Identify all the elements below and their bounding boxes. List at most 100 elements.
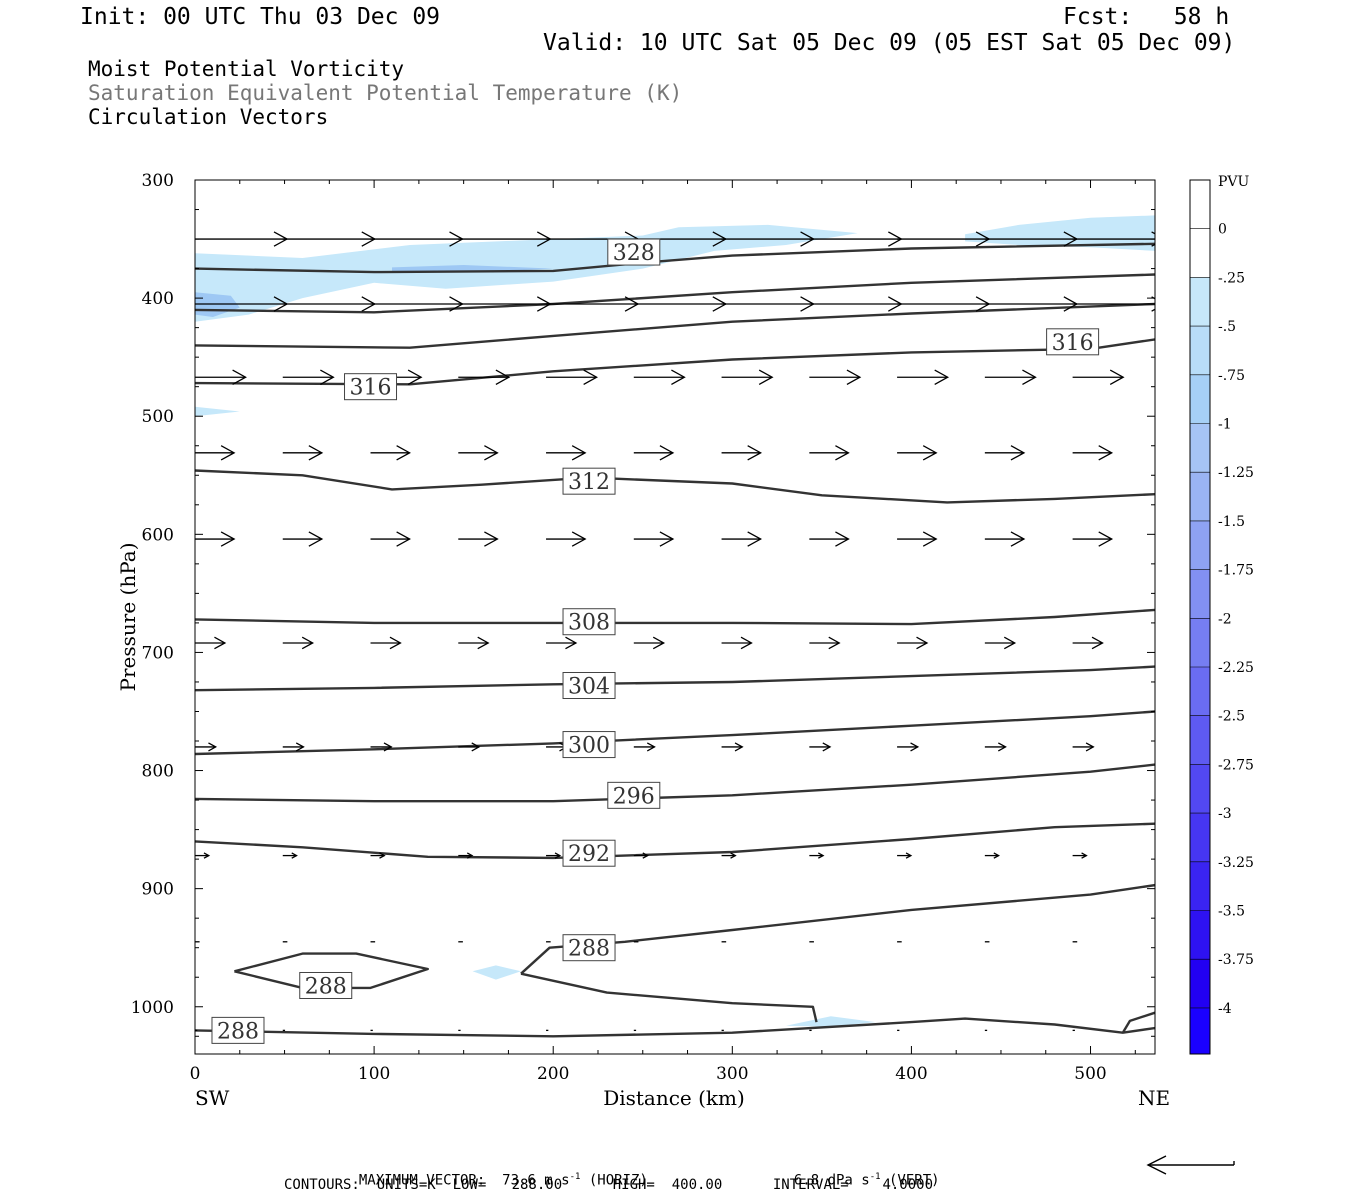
theta-contour-line bbox=[195, 1017, 1155, 1038]
circulation-vector bbox=[195, 531, 236, 547]
colorbar-label: -2 bbox=[1218, 611, 1232, 627]
pv-region bbox=[472, 965, 521, 980]
circulation-vector bbox=[1072, 852, 1088, 859]
circulation-vector bbox=[370, 636, 402, 650]
circulation-vector bbox=[897, 296, 991, 312]
vector-head bbox=[396, 445, 411, 461]
contour-label-box bbox=[344, 373, 398, 401]
y-tick-label: 700 bbox=[142, 643, 174, 663]
colorbar-swatch bbox=[1190, 813, 1210, 862]
circulation-vector bbox=[282, 445, 324, 461]
theta-contour-line bbox=[195, 710, 1155, 756]
circulation-vector bbox=[897, 636, 929, 650]
colorbar-label: -2.25 bbox=[1218, 660, 1254, 676]
x-tick-label: 300 bbox=[716, 1064, 748, 1084]
circulation-vector bbox=[1072, 369, 1125, 385]
contour-label: 288 bbox=[568, 937, 610, 962]
valid-time: Valid: 10 UTC Sat 05 Dec 09 (05 EST Sat … bbox=[543, 30, 1236, 56]
vector-head bbox=[734, 742, 744, 752]
colorbar-label: -2.75 bbox=[1218, 757, 1254, 773]
contour-label-box bbox=[1046, 328, 1100, 356]
circulation-vector bbox=[1072, 742, 1095, 752]
contour-label-box bbox=[562, 608, 616, 636]
colorbar-label: 0 bbox=[1218, 222, 1227, 238]
colorbar-label: -3.5 bbox=[1218, 904, 1245, 920]
circulation-vector bbox=[1072, 296, 1155, 312]
vector-head bbox=[232, 369, 247, 385]
vector-head bbox=[495, 369, 511, 385]
circulation-vector bbox=[721, 636, 753, 650]
theta-contour-line bbox=[195, 302, 1155, 349]
circulation-vector bbox=[546, 531, 587, 547]
circulation-vector bbox=[458, 852, 474, 859]
contour-label-box bbox=[562, 467, 616, 495]
circulation-vector bbox=[1072, 531, 1114, 547]
circulation-vector bbox=[633, 531, 675, 547]
circulation-vector bbox=[984, 531, 1026, 547]
max-vector-vert-tag: (VERT) bbox=[880, 1172, 940, 1189]
circulation-vector bbox=[1072, 636, 1104, 650]
colorbar-label: -.5 bbox=[1218, 319, 1236, 335]
theta-contour-line bbox=[195, 469, 1155, 504]
colorbar-label: -1.5 bbox=[1218, 514, 1245, 530]
contour-info: CONTOURS: UNITS=K LOW= 288.00 HIGH= 400.… bbox=[284, 1177, 934, 1193]
vector-head bbox=[671, 369, 686, 385]
vector-head bbox=[396, 531, 411, 547]
circulation-vector bbox=[984, 852, 1000, 859]
contour-label-box bbox=[607, 781, 661, 809]
vector-head bbox=[993, 852, 1000, 859]
vector-head bbox=[220, 445, 236, 461]
contour-label: 312 bbox=[568, 470, 610, 495]
x-tick-label: 500 bbox=[1074, 1064, 1106, 1084]
x-tick-label: 400 bbox=[895, 1064, 927, 1084]
circulation-vector bbox=[370, 742, 393, 752]
circulation-vector bbox=[633, 852, 649, 859]
colorbar-label: -1 bbox=[1218, 417, 1232, 433]
circulation-vector bbox=[282, 531, 324, 547]
colorbar-swatch bbox=[1190, 277, 1210, 327]
contour-label-box bbox=[299, 971, 353, 999]
vector-head bbox=[214, 636, 227, 650]
theta-contour-line bbox=[195, 273, 1155, 314]
forecast-hour: Fcst: 58 h bbox=[1063, 4, 1230, 30]
colorbar-swatch bbox=[1190, 326, 1210, 375]
vector-head bbox=[477, 636, 490, 650]
circulation-vector bbox=[282, 742, 305, 752]
circulation-vector bbox=[282, 231, 377, 247]
vector-head bbox=[1085, 742, 1095, 752]
circulation-vector bbox=[195, 852, 211, 859]
vector-head bbox=[389, 636, 402, 650]
vector-head bbox=[835, 531, 850, 547]
vector-head bbox=[554, 852, 562, 859]
y-tick-label: 900 bbox=[142, 880, 174, 900]
colorbar-label: -.25 bbox=[1218, 270, 1245, 286]
axes: 300 400 500 600 700 800 900 1000 0 100 200 300 400 50… bbox=[131, 171, 1155, 1084]
circulation-vector bbox=[370, 531, 411, 547]
vector-head bbox=[208, 742, 218, 752]
theta-contour-line bbox=[195, 822, 1155, 860]
circulation-vector bbox=[458, 636, 490, 650]
vector-head bbox=[740, 636, 753, 650]
circulation-vectors bbox=[195, 231, 1155, 1032]
colorbar-label: -3.75 bbox=[1218, 952, 1254, 968]
circulation-vector bbox=[1072, 445, 1114, 461]
colorbar-unit: PVU bbox=[1218, 174, 1250, 190]
circulation-vector bbox=[721, 445, 763, 461]
vector-head bbox=[484, 531, 499, 547]
vector-head bbox=[583, 369, 598, 385]
vector-head bbox=[383, 742, 393, 752]
colorbar: 0 -.25 -.5 -.75 -1 -1.25 -1.5 -1.75 -2 -2.25 -2.5 -… bbox=[1189, 179, 1254, 1055]
circulation-vector bbox=[809, 636, 841, 650]
vector-head bbox=[484, 445, 499, 461]
circulation-vector bbox=[633, 636, 666, 650]
circulation-vector bbox=[282, 369, 335, 385]
vector-head bbox=[828, 636, 841, 650]
circulation-vector bbox=[809, 369, 862, 385]
vector-head bbox=[571, 531, 587, 547]
contour-label: 300 bbox=[568, 734, 610, 759]
colorbar-swatch bbox=[1190, 472, 1210, 521]
circulation-vector bbox=[809, 296, 903, 312]
vector-head bbox=[407, 369, 423, 385]
theta-contour-line bbox=[520, 883, 1155, 975]
